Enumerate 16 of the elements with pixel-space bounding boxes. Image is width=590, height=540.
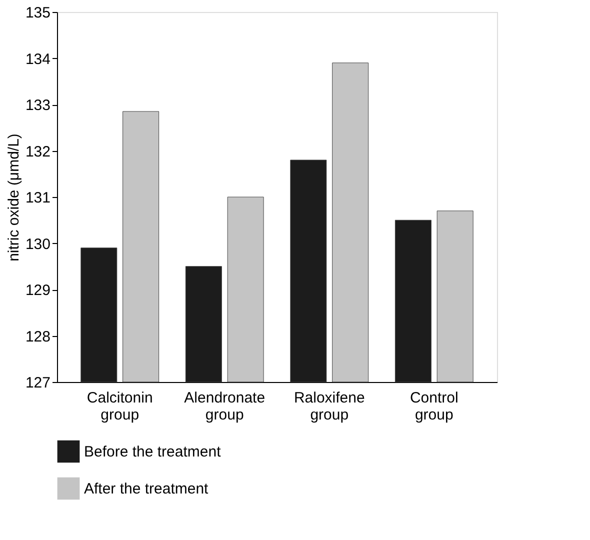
y-tick-label: 131 [25,190,50,206]
y-tick-label: 132 [25,143,50,160]
x-tick-label: Raloxifene group [294,390,365,424]
y-axis-title: nitric oxide (μmd/L) [5,134,22,262]
y-tick-label: 134 [25,50,50,68]
x-tick-label: Calcitonin group [86,390,153,424]
x-tick-label: Alendronate group [184,390,266,424]
y-tick-label: 130 [25,236,50,253]
y-tick-label: 128 [25,328,50,346]
legend-label: Before the treatment [84,444,222,460]
x-tick-label: Control group [410,390,458,424]
y-tick-label: 133 [25,97,50,114]
y-tick-label: 129 [25,282,50,299]
legend-label: After the treatment [84,480,210,498]
y-tick-label: 127 [25,374,50,392]
y-tick-label: 135 [25,4,50,22]
